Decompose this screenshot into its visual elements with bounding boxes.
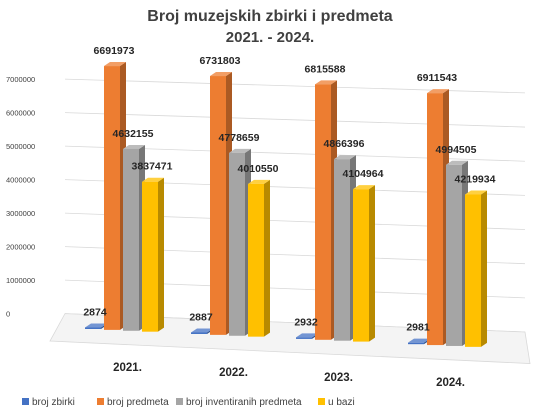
bar-top <box>446 160 468 165</box>
bar-top <box>191 328 213 333</box>
y-tick-label: 3000000 <box>6 209 35 218</box>
legend-item: broj predmeta <box>97 397 169 408</box>
bar-top <box>465 190 487 195</box>
bar-top <box>248 179 270 184</box>
bar-top <box>123 144 145 149</box>
legend: broj zbirki broj predmeta broj inventirani… <box>22 397 355 408</box>
data-label: 4010550 <box>238 163 279 175</box>
legend-label: broj zbirki <box>32 397 75 408</box>
data-label: 4778659 <box>219 132 260 144</box>
data-label: 4104964 <box>343 168 384 180</box>
bar-front <box>123 148 139 331</box>
chart-subtitle: 2021. - 2024. <box>226 29 314 46</box>
bar <box>446 160 468 346</box>
bar <box>353 185 375 342</box>
bar-front <box>191 332 207 334</box>
bar-side <box>264 179 270 337</box>
data-label: 2887 <box>189 311 213 323</box>
chart-title: Broj muzejskih zbirki i predmeta <box>147 8 393 25</box>
y-tick-label: 7000000 <box>6 75 35 84</box>
bar-top <box>229 148 251 153</box>
bar-front <box>296 337 312 339</box>
y-tick-label: 0 <box>6 310 10 319</box>
bar-front <box>465 194 481 347</box>
bar-top <box>353 185 375 190</box>
bar-front <box>142 181 158 332</box>
data-label: 6731803 <box>200 55 241 67</box>
bar-front <box>248 183 264 337</box>
bar-side <box>158 177 164 332</box>
bar-front <box>427 93 443 346</box>
bar-top <box>408 338 430 343</box>
bar-front <box>85 327 101 329</box>
legend-label: broj inventiranih predmeta <box>186 397 302 408</box>
bar <box>123 144 145 331</box>
legend-swatch <box>318 398 325 405</box>
bar-front <box>408 342 424 345</box>
legend-item: broj zbirki <box>22 397 75 408</box>
bars-layer <box>85 62 487 347</box>
bar-top <box>210 72 232 77</box>
category-label: 2022. <box>219 367 248 379</box>
legend-item: u bazi <box>318 397 355 408</box>
data-label: 3837471 <box>132 161 173 173</box>
category-label: 2024. <box>436 377 465 389</box>
data-label: 2932 <box>294 316 318 328</box>
bar <box>104 62 126 330</box>
bar <box>427 89 449 346</box>
bar-front <box>446 164 462 346</box>
legend-label: broj predmeta <box>107 397 169 408</box>
legend-item: broj inventiranih predmeta <box>176 397 302 408</box>
category-label: 2021. <box>113 362 142 374</box>
bar-front <box>210 76 226 335</box>
bar-top <box>334 155 356 160</box>
bar <box>210 72 232 335</box>
y-tick-label: 5000000 <box>6 142 35 151</box>
y-tick-label: 1000000 <box>6 276 35 285</box>
data-label: 4219934 <box>455 174 496 186</box>
legend-swatch <box>97 398 104 405</box>
bar-side <box>369 185 375 342</box>
category-label: 2023. <box>324 372 353 384</box>
bar <box>315 80 337 340</box>
axis-layer: 0 1000000 2000000 3000000 4000000 5000000 6000… <box>6 75 465 389</box>
bar-front <box>353 189 369 342</box>
bar <box>465 190 487 347</box>
legend-swatch <box>176 398 183 405</box>
bar-top <box>427 89 449 94</box>
data-label: 6911543 <box>417 72 457 84</box>
y-tick-label: 6000000 <box>6 109 35 118</box>
gridline <box>64 112 526 128</box>
bar-front <box>229 152 245 336</box>
legend-label: u bazi <box>328 397 355 408</box>
labels-layer: 2874 6691973 4632155 3837471 2887 6731803 4778… <box>83 45 495 334</box>
bar <box>334 155 356 341</box>
bar <box>142 177 164 332</box>
bar-top <box>85 323 107 328</box>
data-label: 2981 <box>406 322 430 334</box>
bar-top <box>142 177 164 182</box>
data-label: 6691973 <box>94 45 135 57</box>
y-tick-label: 4000000 <box>6 176 35 185</box>
bar-front <box>334 159 350 341</box>
bar-front <box>104 66 120 330</box>
data-label: 2874 <box>83 307 107 319</box>
bar-top <box>104 62 126 67</box>
data-label: 4632155 <box>113 128 154 140</box>
legend-swatch <box>22 398 29 405</box>
bar-front <box>315 84 331 340</box>
bar <box>248 179 270 337</box>
bar-top <box>296 333 318 338</box>
data-label: 6815588 <box>305 63 346 75</box>
data-label: 4866396 <box>324 138 365 150</box>
data-label: 4994505 <box>436 144 477 156</box>
bar-top <box>315 80 337 85</box>
y-tick-label: 2000000 <box>6 243 35 252</box>
bar <box>229 148 251 336</box>
bar-side <box>481 190 487 347</box>
